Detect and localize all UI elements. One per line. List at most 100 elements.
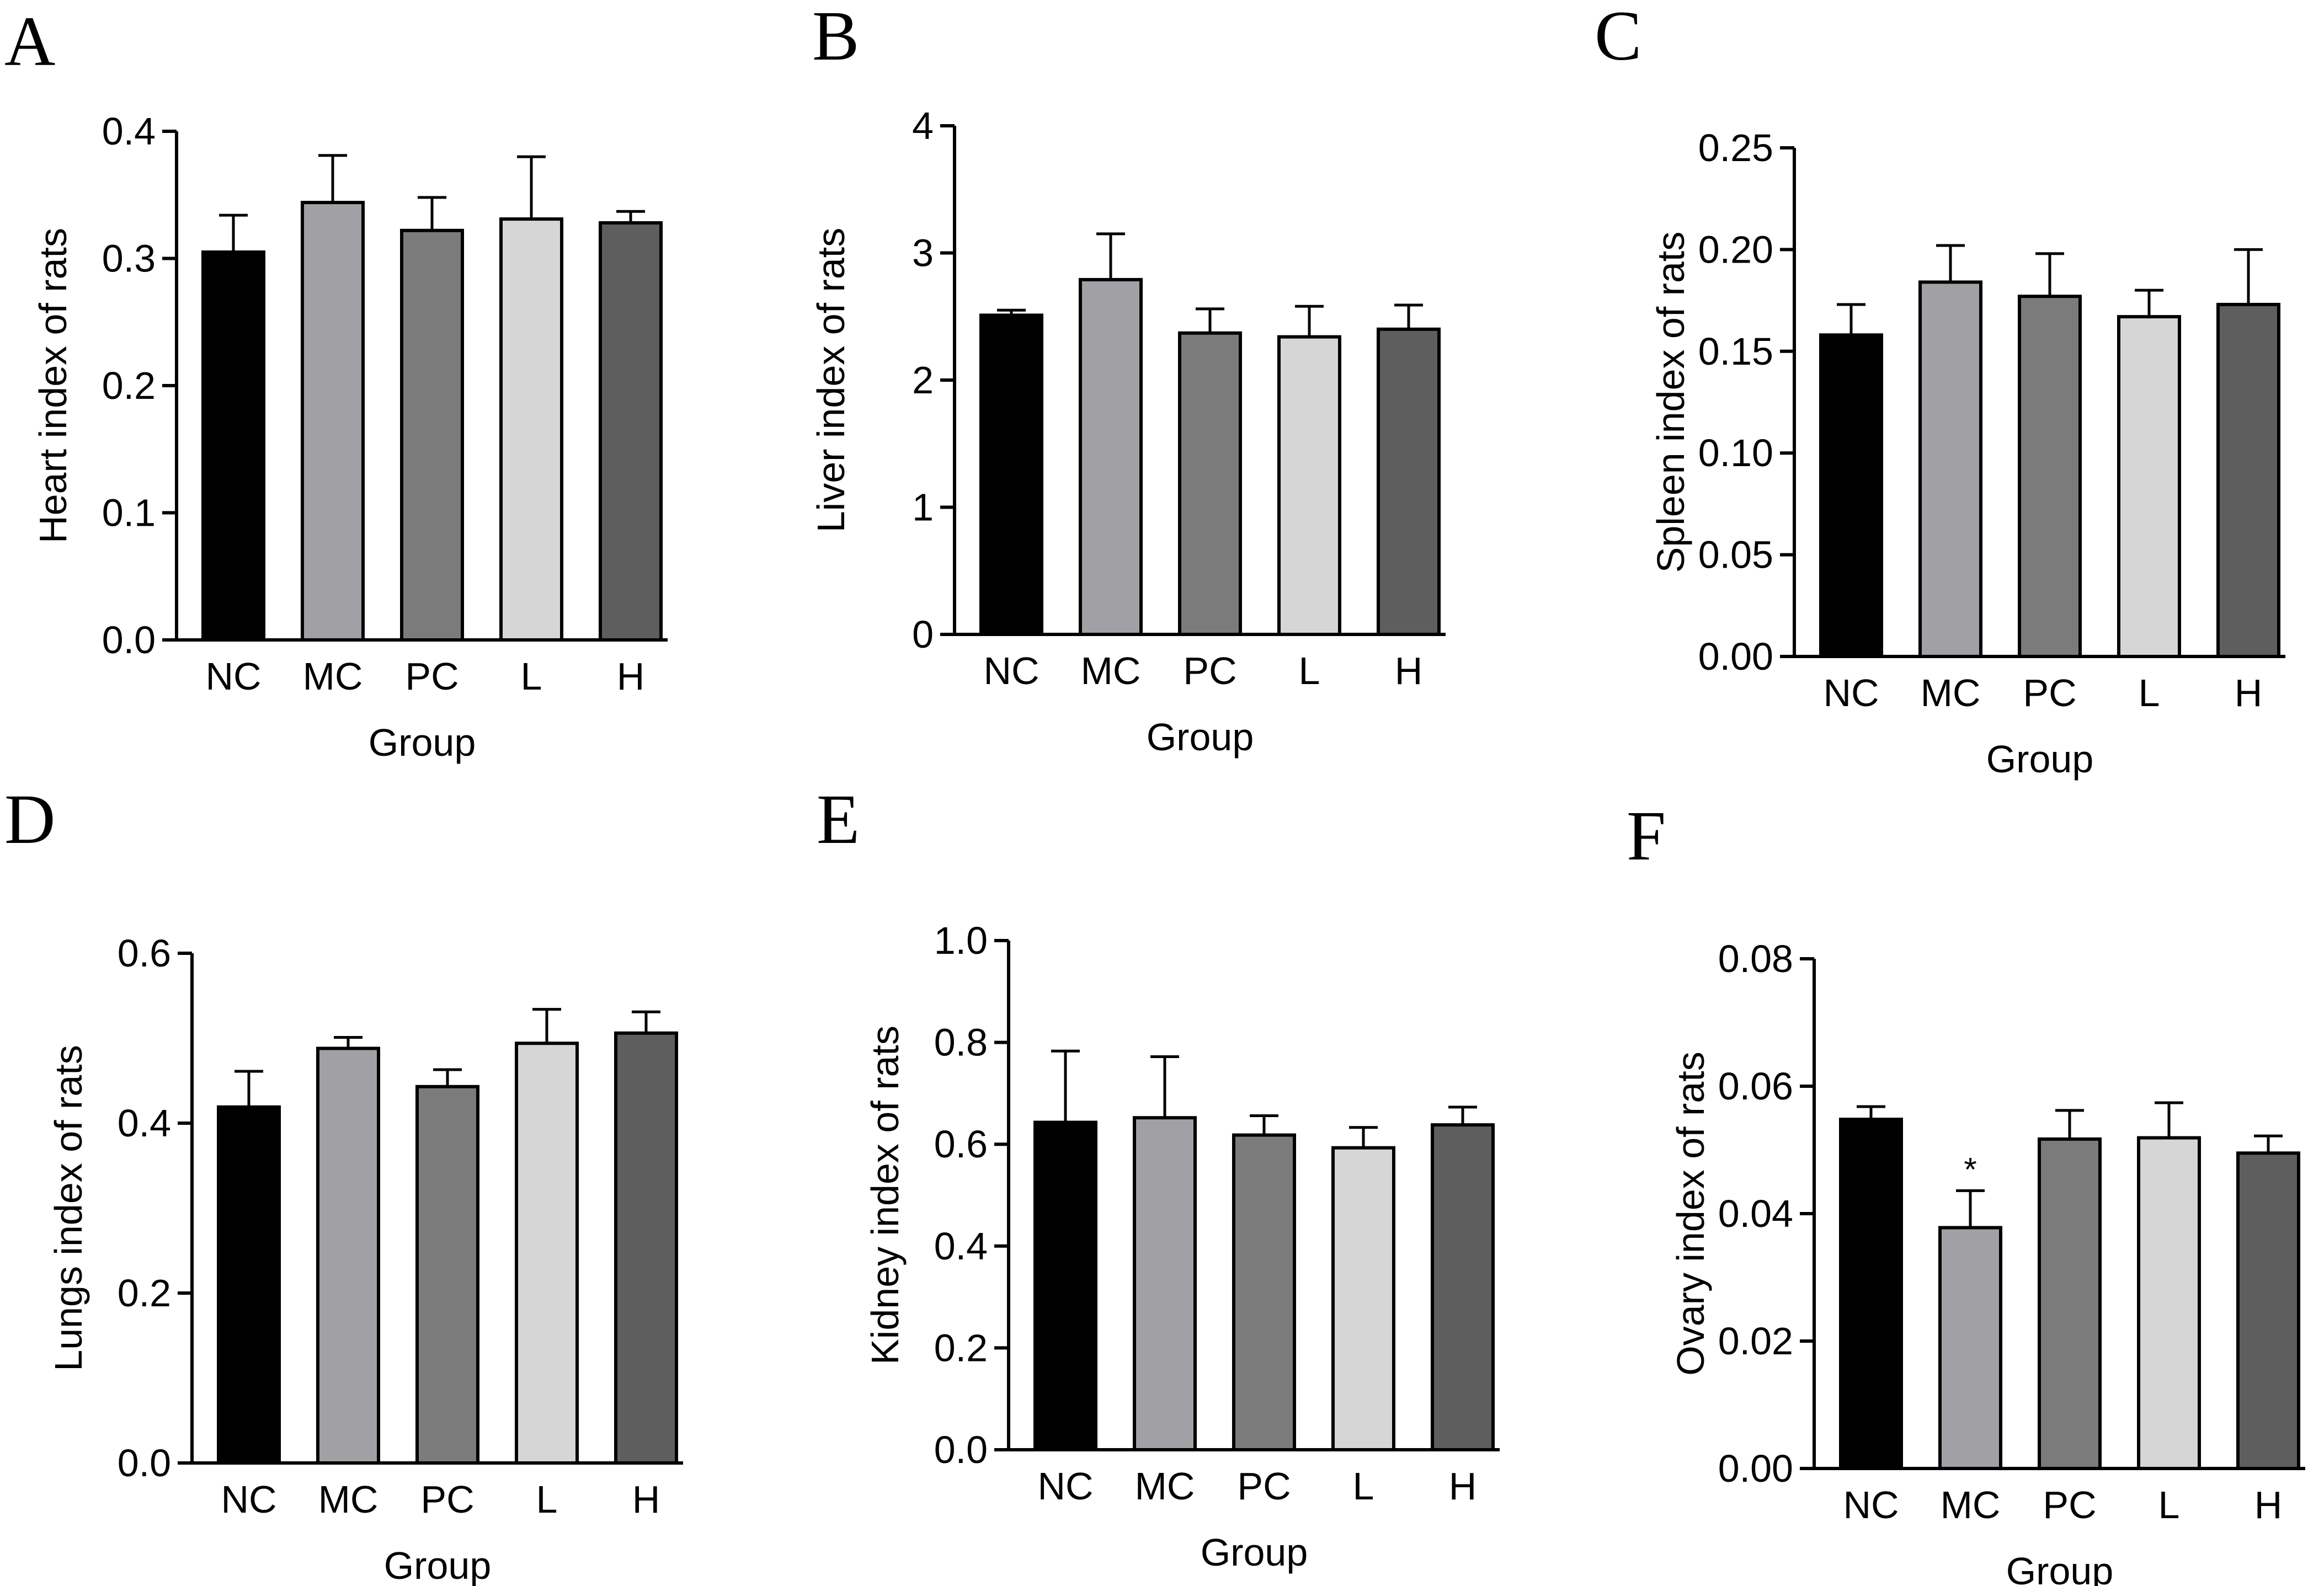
panel-f-bar-mc <box>1938 1226 2002 1470</box>
panel-b-y-tick-label: 2 <box>912 359 934 402</box>
panel-c-y-tick-label: 0.25 <box>1698 126 1773 169</box>
panel-e-x-tick-label: NC <box>1037 1465 1093 1508</box>
panel-f-letter: F <box>1627 797 1666 875</box>
panel-c-x-tick-label: MC <box>1921 671 1981 714</box>
panel-e-bar-mc <box>1133 1116 1197 1451</box>
panel-c-y-tick-label: 0.15 <box>1698 330 1773 373</box>
panel-b-x-tick-label: PC <box>1183 649 1236 692</box>
panel-c-x-tick-label: PC <box>2023 671 2076 714</box>
panel-c-x-tick-label: L <box>2139 671 2160 714</box>
panel-f-y-tick-label: 0.08 <box>1718 937 1793 980</box>
panel-a-y-tick-label: 0.3 <box>102 237 156 280</box>
panel-c-y-tick-label: 0.05 <box>1698 533 1773 576</box>
panel-b-x-tick-label: L <box>1299 649 1320 692</box>
panel-b-letter: B <box>812 0 859 75</box>
panel-b-bar-h <box>1377 327 1441 636</box>
panel-f-y-tick-label: 0.04 <box>1718 1192 1793 1235</box>
panel-b-bar-mc <box>1079 277 1143 636</box>
panel-c-bar-nc <box>1819 333 1883 658</box>
panel-e-x-tick-label: H <box>1449 1465 1477 1508</box>
panel-f-x-tick-label: H <box>2254 1483 2283 1526</box>
panel-a-y-tick-label: 0.1 <box>102 492 156 535</box>
panel-c-bar-h <box>2216 302 2280 658</box>
panel-d-x-title: Group <box>384 1544 492 1586</box>
panel-e-bar-nc <box>1033 1120 1097 1451</box>
panel-a-x-tick-label: MC <box>303 655 363 698</box>
panel-d: D 0.0 0.2 0.4 0.6 NC MC PC L H Group Lungs index of… <box>4 780 683 1586</box>
panel-f-x-tick-label: NC <box>1843 1483 1899 1526</box>
panel-a-letter: A <box>4 2 55 81</box>
panel-e-y-tick-label: 0.2 <box>934 1326 988 1369</box>
panel-d-x-tick-label: NC <box>221 1478 276 1521</box>
panel-e-y-tick-label: 0.8 <box>934 1021 988 1064</box>
panel-c-y-tick-label: 0.00 <box>1698 635 1773 678</box>
panel-f-y-tick-label: 0.00 <box>1718 1447 1793 1490</box>
panel-a-y-title: Heart index of rats <box>31 228 74 543</box>
panel-e: E 0.0 0.2 0.4 0.6 0.8 1.0 NC MC PC L H Group Kidney i… <box>817 780 1500 1574</box>
panel-b: B 0 1 2 3 4 NC MC PC L H Group Liver index of rats <box>809 0 1446 759</box>
panel-a-y-tick-label: 0.0 <box>102 618 156 661</box>
panel-b-y-tick-label: 4 <box>912 104 934 147</box>
panel-e-bar-pc <box>1232 1133 1296 1451</box>
panel-a-bar-nc <box>201 250 265 642</box>
panel-e-x-title: Group <box>1201 1531 1308 1574</box>
panel-e-y-tick-label: 0.6 <box>934 1123 988 1166</box>
panel-a: A 0.0 0.1 0.2 0.3 0.4 NC MC PC L H Group Heart index… <box>4 2 668 764</box>
panel-b-bar-nc <box>979 313 1043 636</box>
panel-e-y-tick-label: 0.0 <box>934 1428 988 1471</box>
panel-a-x-title: Group <box>369 721 476 764</box>
panel-c-y-title: Spleen index of rats <box>1649 232 1692 573</box>
panel-d-letter: D <box>4 780 55 858</box>
panel-d-x-tick-label: PC <box>420 1478 474 1521</box>
panel-c-bar-l <box>2117 315 2181 658</box>
panel-d-bar-mc <box>316 1046 380 1465</box>
panel-f-significance-mark: * <box>1964 1151 1976 1188</box>
panel-b-y-tick-label: 3 <box>912 232 934 275</box>
panel-d-y-tick-label: 0.6 <box>118 932 171 975</box>
panel-a-x-tick-label: L <box>521 655 542 698</box>
panel-c-x-title: Group <box>1986 738 2094 781</box>
panel-c-x-tick-label: NC <box>1823 671 1879 714</box>
panel-d-y-tick-label: 0.4 <box>118 1102 171 1145</box>
panel-f-bar-l <box>2137 1136 2201 1470</box>
panel-e-x-tick-label: PC <box>1237 1465 1291 1508</box>
panel-c-letter: C <box>1595 0 1641 75</box>
panel-a-x-tick-label: H <box>617 655 645 698</box>
panel-f-x-title: Group <box>2006 1550 2114 1586</box>
panel-a-x-tick-label: PC <box>405 655 459 698</box>
panel-b-x-tick-label: MC <box>1081 649 1141 692</box>
panel-f-bar-nc <box>1839 1118 1903 1471</box>
panel-b-bar-l <box>1277 335 1341 636</box>
panel-e-y-tick-label: 0.4 <box>934 1225 988 1268</box>
panel-f-bar-h <box>2236 1151 2300 1470</box>
panel-f-y-tick-label: 0.02 <box>1718 1320 1793 1363</box>
panel-d-bar-pc <box>415 1085 479 1465</box>
panel-d-y-tick-label: 0.2 <box>118 1272 171 1315</box>
panel-d-bar-l <box>515 1042 579 1465</box>
panel-b-x-tick-label: H <box>1395 649 1423 692</box>
panel-d-x-tick-label: MC <box>318 1478 379 1521</box>
panel-a-bar-h <box>599 221 663 642</box>
panel-b-bar-pc <box>1178 331 1242 636</box>
panel-f-x-tick-label: MC <box>1941 1483 2001 1526</box>
panel-a-bar-l <box>499 217 563 642</box>
panel-f-x-tick-label: L <box>2158 1483 2180 1526</box>
panel-f: F 0.00 0.02 0.04 0.06 0.08 NC MC * PC L H Group Ovary… <box>1627 797 2305 1586</box>
panel-e-bar-h <box>1431 1123 1495 1451</box>
panel-c-y-tick-label: 0.10 <box>1698 431 1773 474</box>
panel-d-x-tick-label: H <box>632 1478 660 1521</box>
panel-c-bar-pc <box>2018 295 2082 658</box>
panel-b-y-title: Liver index of rats <box>809 228 852 532</box>
panel-c-y-tick-label: 0.20 <box>1698 228 1773 271</box>
panel-f-y-title: Ovary index of rats <box>1669 1051 1712 1375</box>
panel-e-bar-l <box>1331 1146 1395 1451</box>
panel-c-x-tick-label: H <box>2235 671 2263 714</box>
panel-b-x-title: Group <box>1147 715 1254 759</box>
panel-d-y-tick-label: 0.0 <box>118 1441 171 1484</box>
panel-b-y-tick-label: 0 <box>912 613 934 656</box>
panel-d-x-tick-label: L <box>536 1478 558 1521</box>
panel-d-bar-h <box>614 1031 678 1465</box>
panel-f-x-tick-label: PC <box>2043 1483 2096 1526</box>
panel-e-x-tick-label: MC <box>1135 1465 1195 1508</box>
